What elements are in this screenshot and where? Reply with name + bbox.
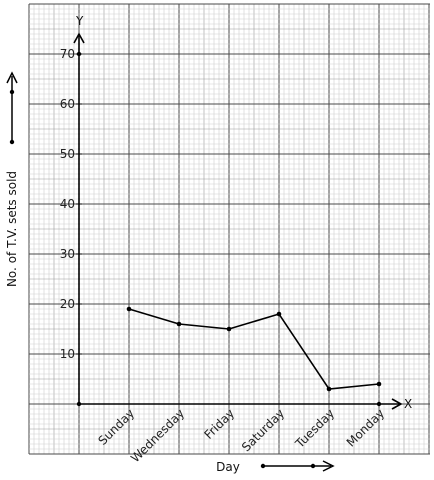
y-axis-arrowhead — [73, 32, 85, 44]
series-line — [76, 51, 382, 407]
y-direction-dot-upper — [9, 89, 15, 95]
y-tick-label: 20 — [60, 297, 75, 311]
x-axis-title: Day — [216, 460, 240, 474]
y-tick-label: 60 — [60, 97, 75, 111]
x-axis-end-point — [376, 401, 382, 407]
x-axis-letter: X — [404, 397, 412, 411]
y-axis-title: No. of T.V. sets sold — [5, 171, 19, 287]
graph-paper-grid — [28, 3, 430, 455]
y-direction-arrowhead — [6, 71, 18, 84]
y-axis-letter: Y — [75, 14, 84, 28]
axes: X Y — [73, 14, 412, 411]
y-tick-labels: 10 20 30 40 50 60 70 — [60, 47, 82, 361]
y-tick-label: 10 — [60, 347, 75, 361]
y-tick-label: 40 — [60, 197, 75, 211]
y-tick-label: 70 — [60, 47, 75, 61]
origin-point — [76, 401, 82, 407]
y-tick-label: 50 — [60, 147, 75, 161]
x-direction-arrowhead — [322, 460, 335, 472]
data-point — [326, 386, 332, 392]
x-axis-title-group: Day — [216, 460, 335, 474]
data-point — [276, 311, 282, 317]
y-tick-label: 30 — [60, 247, 75, 261]
x-direction-dot-left — [260, 463, 266, 469]
data-point — [226, 326, 232, 332]
x-direction-dot-right — [310, 463, 316, 469]
series-polyline — [128, 308, 380, 390]
y-axis-top-point — [76, 51, 82, 57]
y-axis-title-group: No. of T.V. sets sold — [5, 71, 19, 287]
x-axis-arrowhead — [391, 398, 403, 410]
data-point — [176, 321, 182, 327]
data-point — [376, 381, 382, 387]
data-point — [126, 306, 132, 312]
y-direction-dot-lower — [9, 139, 15, 145]
